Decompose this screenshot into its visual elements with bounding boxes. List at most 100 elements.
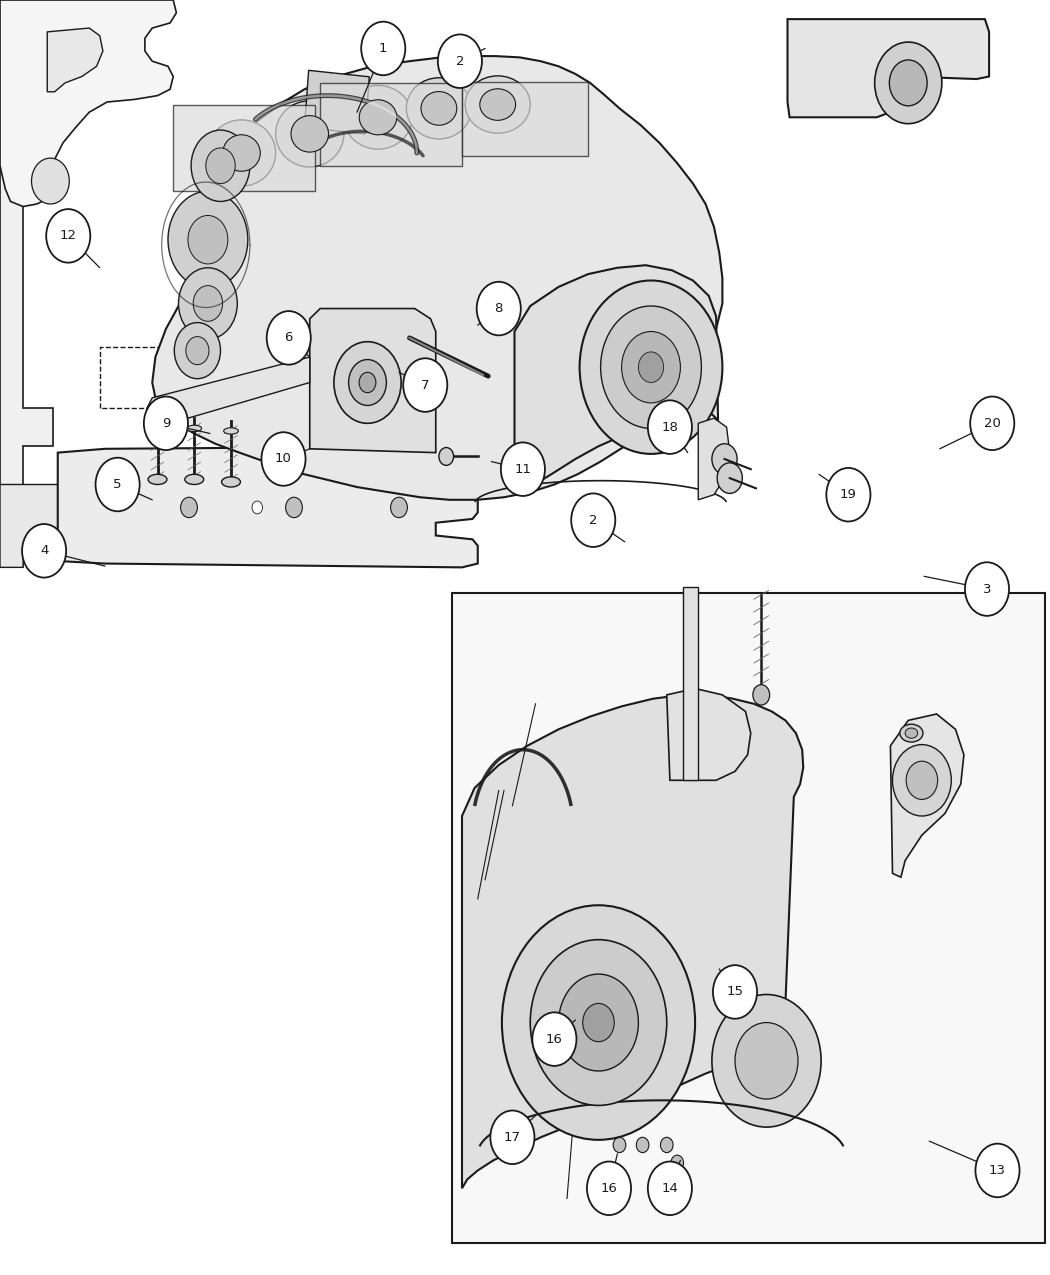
Circle shape	[96, 458, 140, 511]
Circle shape	[735, 1023, 798, 1099]
Circle shape	[501, 442, 545, 496]
Circle shape	[261, 432, 306, 486]
Circle shape	[502, 905, 695, 1140]
Polygon shape	[47, 28, 103, 92]
Ellipse shape	[465, 76, 530, 134]
Circle shape	[359, 372, 376, 393]
Circle shape	[975, 1144, 1020, 1197]
Circle shape	[32, 158, 69, 204]
Circle shape	[188, 215, 228, 264]
Circle shape	[144, 397, 188, 450]
Ellipse shape	[185, 474, 204, 484]
Text: 15: 15	[727, 986, 743, 998]
Polygon shape	[310, 309, 436, 453]
Ellipse shape	[223, 135, 260, 171]
Circle shape	[571, 493, 615, 547]
Polygon shape	[788, 19, 989, 117]
Circle shape	[892, 745, 951, 816]
Circle shape	[526, 1088, 545, 1111]
Circle shape	[186, 337, 209, 365]
Circle shape	[286, 497, 302, 518]
Text: 18: 18	[662, 421, 678, 434]
Polygon shape	[890, 714, 964, 877]
Text: 5: 5	[113, 478, 122, 491]
Circle shape	[622, 332, 680, 403]
Circle shape	[181, 497, 197, 518]
Circle shape	[753, 685, 770, 705]
Ellipse shape	[406, 78, 471, 139]
Text: 1: 1	[379, 42, 387, 55]
Circle shape	[906, 761, 938, 799]
Circle shape	[252, 501, 262, 514]
Circle shape	[580, 280, 722, 454]
Text: 12: 12	[60, 230, 77, 242]
Circle shape	[875, 42, 942, 124]
Polygon shape	[0, 70, 58, 567]
Circle shape	[490, 1111, 534, 1164]
Ellipse shape	[150, 426, 165, 431]
Text: 13: 13	[989, 1164, 1006, 1177]
Text: 16: 16	[546, 1033, 563, 1045]
Text: 14: 14	[662, 1182, 678, 1195]
Bar	[452, 593, 1045, 1243]
Polygon shape	[147, 357, 310, 427]
Ellipse shape	[480, 89, 516, 120]
Polygon shape	[614, 899, 656, 1107]
Polygon shape	[0, 484, 187, 567]
Ellipse shape	[905, 728, 918, 738]
Circle shape	[178, 268, 237, 339]
Bar	[304, 70, 370, 134]
Circle shape	[648, 1162, 692, 1215]
Bar	[173, 105, 315, 191]
Circle shape	[970, 397, 1014, 450]
Circle shape	[965, 562, 1009, 616]
Circle shape	[826, 468, 870, 521]
Polygon shape	[682, 586, 698, 780]
Circle shape	[601, 306, 701, 428]
Text: 16: 16	[601, 1182, 617, 1195]
Polygon shape	[462, 695, 803, 1188]
Ellipse shape	[148, 474, 167, 484]
Circle shape	[403, 358, 447, 412]
Polygon shape	[617, 895, 698, 1099]
Circle shape	[361, 22, 405, 75]
Circle shape	[530, 940, 667, 1105]
Circle shape	[717, 463, 742, 493]
Circle shape	[334, 342, 401, 423]
Polygon shape	[152, 56, 722, 500]
Polygon shape	[0, 0, 176, 207]
Polygon shape	[667, 688, 751, 780]
Text: 2: 2	[589, 514, 597, 527]
Text: 4: 4	[40, 544, 48, 557]
Ellipse shape	[359, 99, 397, 135]
Text: 10: 10	[275, 453, 292, 465]
Circle shape	[587, 1162, 631, 1215]
Text: 7: 7	[421, 379, 429, 391]
Bar	[462, 82, 588, 156]
Circle shape	[613, 1137, 626, 1153]
Bar	[320, 83, 462, 166]
Ellipse shape	[900, 724, 923, 742]
Text: 9: 9	[162, 417, 170, 430]
Circle shape	[206, 148, 235, 184]
Text: 8: 8	[495, 302, 503, 315]
Text: 19: 19	[840, 488, 857, 501]
Circle shape	[583, 1003, 614, 1042]
Ellipse shape	[187, 426, 202, 431]
Circle shape	[22, 524, 66, 578]
Circle shape	[391, 497, 407, 518]
Circle shape	[713, 965, 757, 1019]
Ellipse shape	[291, 116, 329, 152]
Ellipse shape	[421, 92, 457, 125]
Circle shape	[638, 352, 664, 382]
Circle shape	[438, 34, 482, 88]
Circle shape	[46, 209, 90, 263]
Text: 11: 11	[514, 463, 531, 476]
Text: 6: 6	[285, 332, 293, 344]
Circle shape	[889, 60, 927, 106]
Circle shape	[174, 323, 220, 379]
Ellipse shape	[208, 120, 275, 186]
Ellipse shape	[275, 101, 344, 167]
Circle shape	[477, 282, 521, 335]
Circle shape	[712, 994, 821, 1127]
